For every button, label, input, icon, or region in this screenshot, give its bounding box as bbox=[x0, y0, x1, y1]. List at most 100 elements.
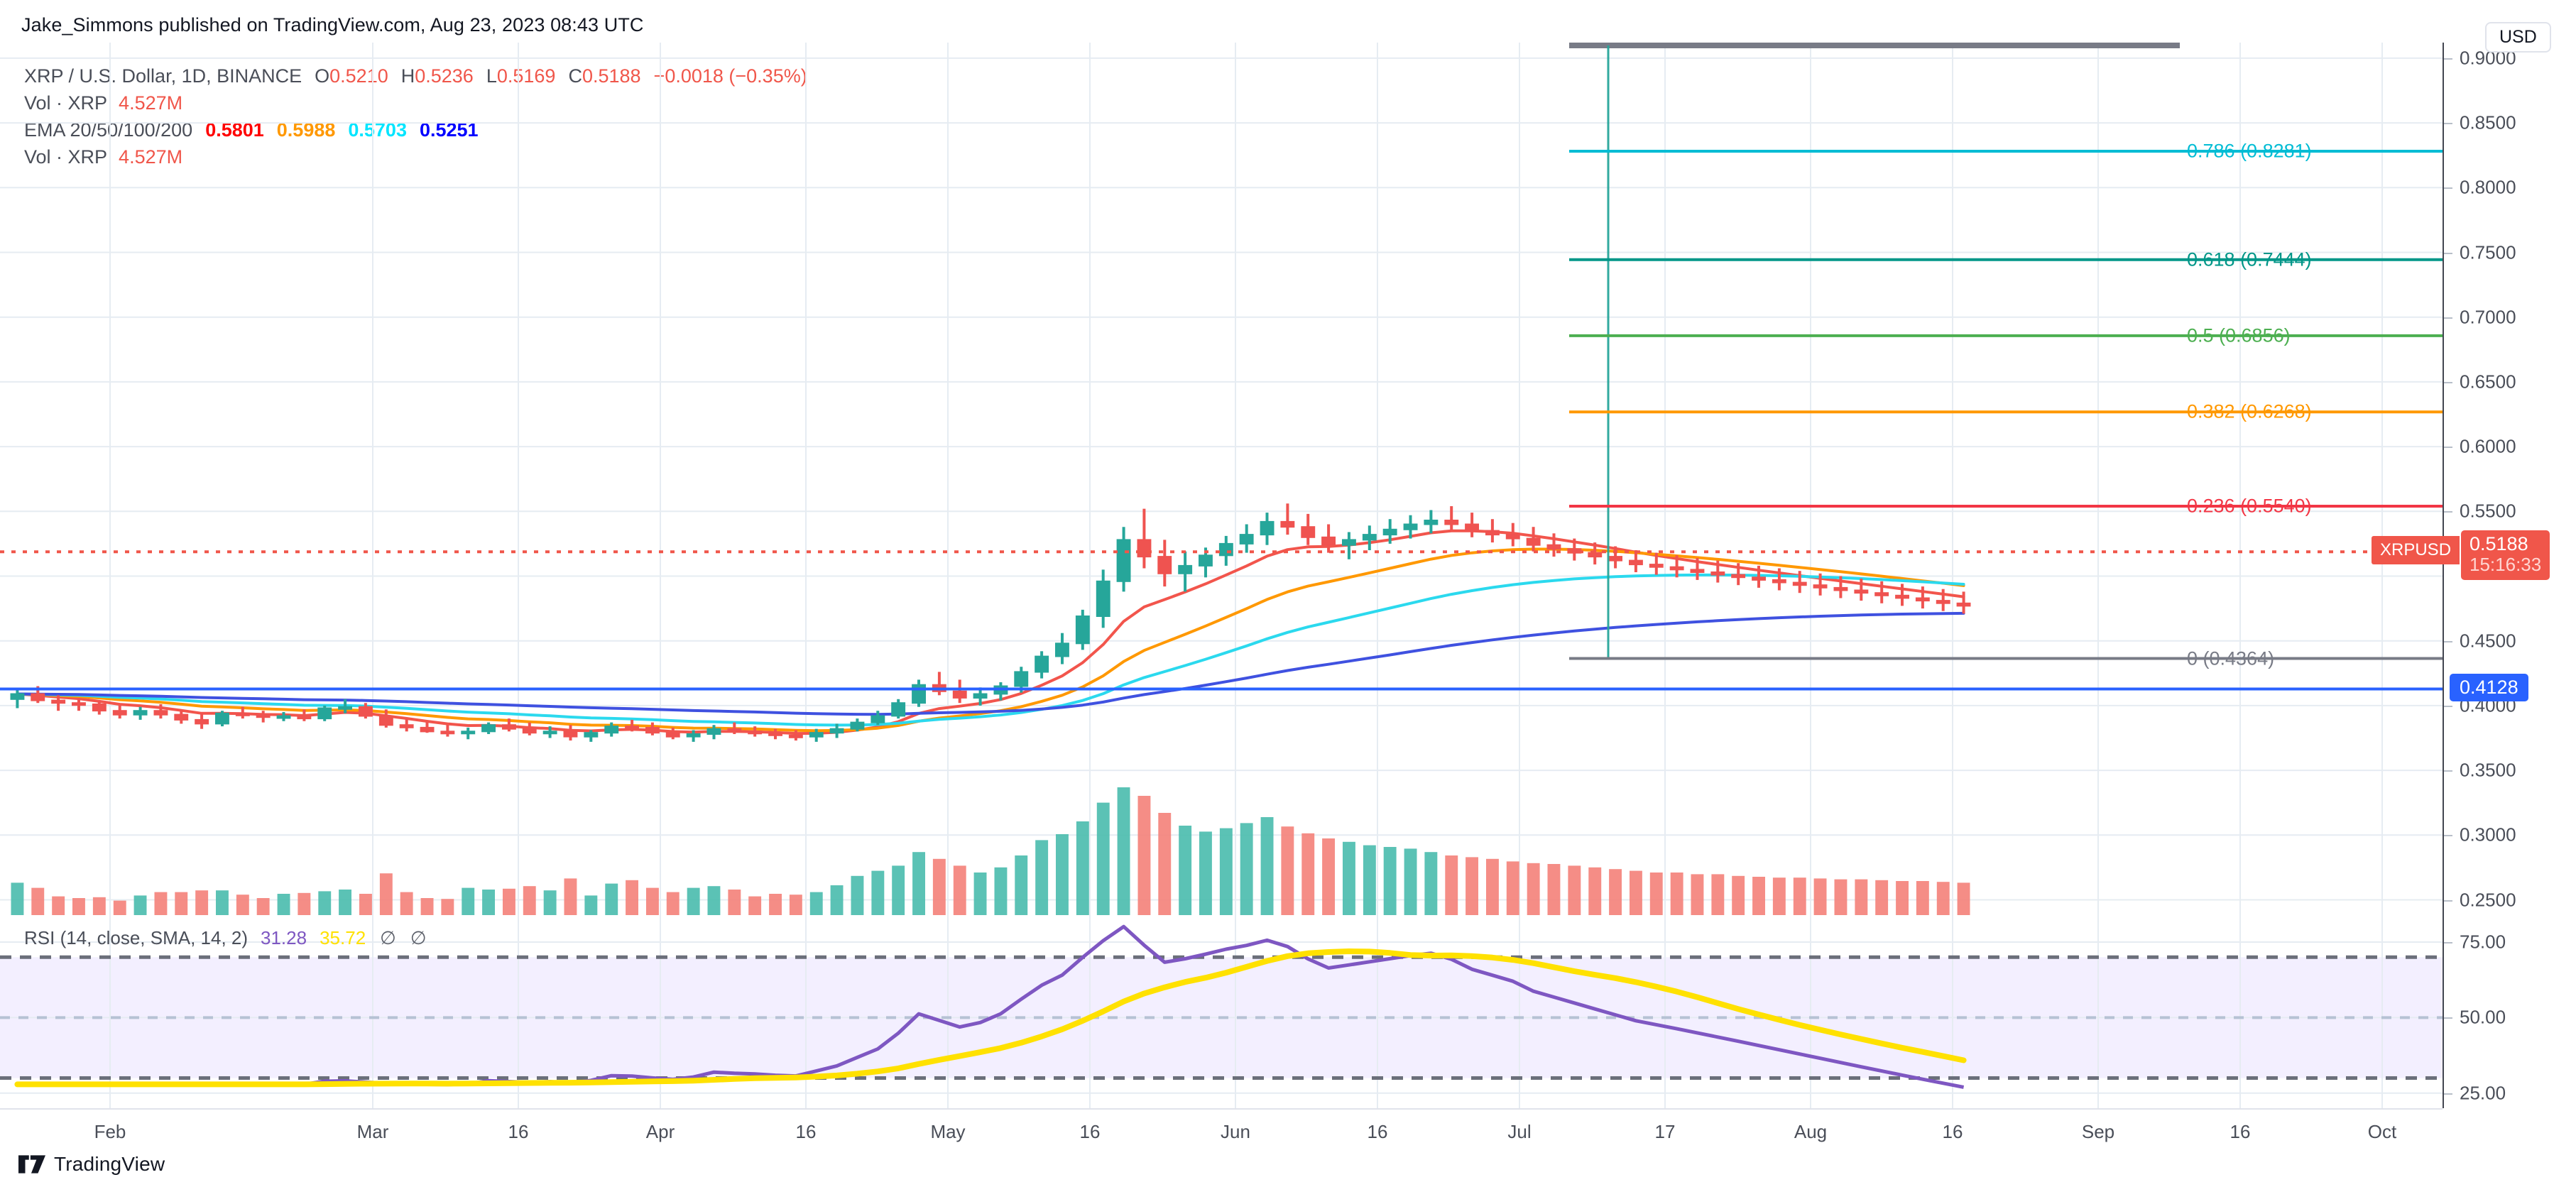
candle-body bbox=[973, 693, 988, 699]
time-axis[interactable]: Feb Mar 16 Apr 16 May 16 Jun 16 Jul 17 Aug 16 Sep 16 Oc… bbox=[0, 1108, 2443, 1149]
ema200-price-tag[interactable]: 0.4128 bbox=[2450, 673, 2528, 701]
candle-body bbox=[1382, 528, 1397, 536]
tradingview-logo[interactable]: TradingView bbox=[18, 1153, 165, 1176]
volume-bar bbox=[1691, 874, 1704, 915]
last-price-tag[interactable]: 0.5188 15:16:33 bbox=[2461, 530, 2550, 580]
candle-body bbox=[1813, 584, 1828, 589]
candle-body bbox=[133, 710, 148, 716]
rsi-tick-mark bbox=[2444, 942, 2452, 943]
candle-body bbox=[1608, 556, 1623, 562]
price-tick-mark bbox=[2444, 835, 2452, 837]
fib-label-0_5: 0.5 (0.6856) bbox=[2187, 324, 2291, 346]
candle-body bbox=[399, 724, 414, 728]
volume-bar bbox=[1363, 845, 1376, 915]
volume-bar bbox=[503, 888, 515, 915]
volume-bar bbox=[871, 870, 885, 915]
price-tick-label: 0.3000 bbox=[2460, 824, 2516, 846]
volume-bar bbox=[1630, 870, 1642, 915]
candlestick-series[interactable] bbox=[10, 503, 1971, 742]
volume-bar bbox=[1547, 864, 1561, 915]
candle-body bbox=[665, 732, 680, 738]
volume-label: Vol · XRP bbox=[24, 92, 108, 114]
candle-body bbox=[297, 715, 312, 720]
candle-body bbox=[809, 732, 824, 738]
volume-bar bbox=[1466, 857, 1478, 915]
price-chart-pane[interactable] bbox=[0, 43, 2443, 918]
price-tick-label: 0.7000 bbox=[2460, 306, 2516, 328]
price-tick-mark bbox=[2444, 123, 2452, 125]
candle-body bbox=[871, 715, 885, 723]
candle-body bbox=[768, 732, 782, 736]
legend-row-volume-2[interactable]: Vol · XRP 4.527M bbox=[24, 143, 807, 170]
volume-bar bbox=[400, 892, 413, 915]
volume-bar bbox=[359, 894, 372, 915]
legend-row-volume[interactable]: Vol · XRP 4.527M bbox=[24, 89, 807, 116]
volume-bar bbox=[175, 892, 188, 915]
volume-value-2: 4.527M bbox=[119, 146, 183, 168]
volume-bar bbox=[1015, 855, 1028, 915]
volume-bar bbox=[1322, 838, 1335, 915]
candle-body bbox=[378, 715, 393, 726]
volume-bar bbox=[851, 875, 864, 915]
volume-bar bbox=[1301, 833, 1315, 915]
volume-bar bbox=[1568, 865, 1581, 915]
currency-pill[interactable]: USD bbox=[2485, 22, 2551, 53]
volume-bar bbox=[1834, 879, 1848, 915]
volume-bar bbox=[932, 858, 946, 915]
volume-bar bbox=[1875, 880, 1889, 915]
volume-bar bbox=[154, 892, 168, 915]
volume-bar bbox=[1096, 802, 1110, 915]
volume-bar bbox=[728, 890, 741, 915]
time-tick-label: Sep bbox=[2081, 1121, 2115, 1142]
last-price-value: 0.5188 bbox=[2469, 533, 2528, 555]
candle-body bbox=[420, 726, 435, 733]
candle-body bbox=[1035, 655, 1049, 673]
price-tick-label: 0.3500 bbox=[2460, 759, 2516, 781]
candle-body bbox=[829, 728, 844, 734]
fib-label-0_382: 0.382 (0.6268) bbox=[2187, 400, 2312, 422]
pair-tag[interactable]: XRPUSD bbox=[2372, 536, 2460, 565]
price-tick-mark bbox=[2444, 58, 2452, 60]
volume-bar bbox=[277, 894, 290, 915]
time-tick-label: Oct bbox=[2367, 1121, 2397, 1142]
volume-bar bbox=[1813, 878, 1827, 915]
volume-bar bbox=[52, 896, 65, 915]
volume-bar bbox=[687, 887, 700, 915]
time-tick-label: Jun bbox=[1221, 1121, 1250, 1142]
volume-bar bbox=[256, 898, 270, 915]
candle-body bbox=[727, 728, 742, 733]
tradingview-wordmark: TradingView bbox=[54, 1153, 165, 1175]
candle-body bbox=[1588, 552, 1603, 558]
volume-bar bbox=[1117, 787, 1130, 915]
volume-bar bbox=[339, 890, 351, 915]
rsi-chart-pane[interactable] bbox=[0, 918, 2443, 1108]
volume-bar bbox=[133, 895, 147, 915]
volume-bar bbox=[1137, 796, 1151, 915]
candle-body bbox=[1014, 671, 1029, 687]
price-tick-label: 0.7500 bbox=[2460, 241, 2516, 263]
candle-body bbox=[1465, 523, 1480, 532]
candle-body bbox=[542, 731, 557, 735]
volume-bar bbox=[1527, 863, 1540, 915]
candle-body bbox=[1116, 539, 1131, 582]
volume-bar bbox=[441, 899, 454, 915]
candle-body bbox=[72, 702, 86, 706]
fibonacci-retracement[interactable] bbox=[1569, 43, 2443, 660]
rsi-axis[interactable]: 75.00 50.00 25.00 bbox=[2443, 918, 2576, 1108]
volume-bar bbox=[1219, 828, 1233, 915]
candle-body bbox=[461, 731, 476, 735]
time-tick-label: Apr bbox=[645, 1121, 675, 1142]
price-axis[interactable]: 0.9000 0.8500 0.8000 0.7500 0.7000 0.6500 0.60… bbox=[2443, 43, 2576, 918]
rsi-tick-mark bbox=[2444, 1093, 2452, 1095]
candle-body bbox=[1895, 594, 1910, 599]
volume-bar bbox=[707, 886, 721, 915]
legend-row-symbol[interactable]: XRP / U.S. Dollar, 1D, BINANCE O0.5210 H… bbox=[24, 62, 807, 89]
volume-bar bbox=[584, 895, 598, 915]
rsi-legend[interactable]: RSI (14, close, SMA, 14, 2) 31.28 35.72 … bbox=[24, 927, 426, 949]
volume-bar bbox=[809, 892, 823, 915]
fib-label-0_236: 0.236 (0.5540) bbox=[2187, 495, 2312, 517]
candle-body bbox=[1342, 539, 1356, 546]
candle-body bbox=[235, 712, 250, 716]
candle-body bbox=[1752, 576, 1767, 581]
time-tick-label: 16 bbox=[1367, 1121, 1388, 1142]
